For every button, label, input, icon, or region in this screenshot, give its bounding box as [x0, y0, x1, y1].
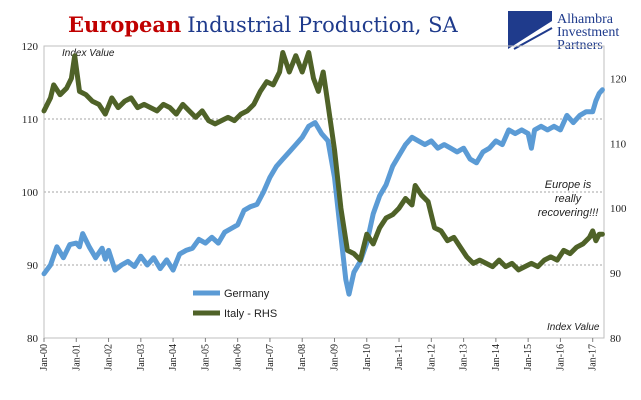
series-line-germany	[41, 87, 605, 297]
annotation-line-3: recovering!!!	[538, 207, 599, 219]
x-tick-label: Jan-10	[362, 344, 373, 371]
left-tick-label: 80	[27, 333, 39, 345]
x-tick-label: Jan-00	[39, 344, 50, 371]
x-tick-label: Jan-13	[459, 344, 470, 371]
x-tick-label: Jan-03	[136, 344, 147, 371]
chart-title: European Industrial Production, SA	[68, 12, 459, 37]
gridlines	[44, 118, 604, 266]
legend-label-germany: Germany	[224, 288, 270, 300]
x-tick-label: Jan-08	[297, 344, 308, 371]
legend: Germany Italy - RHS	[193, 288, 277, 320]
x-tick-label: Jan-11	[394, 344, 405, 370]
left-tick-label: 100	[22, 187, 39, 199]
title-part-1: European	[68, 12, 181, 37]
x-tick-label: Jan-05	[200, 344, 211, 371]
annotation: Europe is really recovering!!!	[538, 179, 599, 219]
x-tick-label: Jan-07	[265, 344, 276, 371]
right-tick-label: 100	[610, 203, 627, 215]
company-logo: Alhambra Investment Partners	[508, 11, 619, 53]
right-axis-ticks: 80 90 100 110 120	[610, 73, 627, 345]
right-tick-label: 90	[610, 268, 622, 280]
logo-mark	[508, 11, 553, 50]
right-tick-label: 80	[610, 333, 622, 345]
annotation-line-2: really	[555, 193, 583, 205]
x-tick-label: Jan-17	[588, 344, 599, 371]
x-axis-ticks: Jan-00 Jan-01 Jan-02 Jan-03 Jan-04 Jan-05 Jan-…	[39, 338, 599, 371]
right-axis-note: Index Value	[547, 322, 600, 333]
series-lines	[41, 50, 605, 297]
logo-line-1: Alhambra	[557, 12, 614, 27]
x-tick-label: Jan-12	[426, 344, 437, 371]
left-tick-label: 90	[27, 260, 39, 272]
legend-label-italy: Italy - RHS	[224, 308, 277, 320]
left-tick-label: 110	[22, 114, 39, 126]
left-tick-label: 120	[22, 41, 39, 53]
right-tick-label: 120	[610, 73, 627, 85]
left-axis-ticks: 80 90 100 110 120	[22, 41, 39, 345]
series-line-italy	[41, 50, 605, 273]
x-tick-label: Jan-09	[329, 344, 340, 371]
x-tick-label: Jan-01	[71, 344, 82, 371]
right-tick-label: 110	[610, 138, 627, 150]
x-tick-label: Jan-14	[491, 344, 502, 371]
x-tick-label: Jan-16	[555, 344, 566, 371]
x-tick-label: Jan-04	[168, 344, 179, 371]
annotation-line-1: Europe is	[545, 179, 592, 191]
x-tick-label: Jan-02	[104, 344, 115, 371]
title-part-2: Industrial Production, SA	[187, 13, 458, 37]
logo-swoosh	[508, 21, 552, 49]
left-axis-note: Index Value	[62, 48, 115, 59]
plot-area-border	[43, 45, 605, 339]
x-tick-label: Jan-15	[523, 344, 534, 371]
x-tick-label: Jan-06	[233, 344, 244, 371]
logo-line-2: Investment	[557, 25, 619, 40]
